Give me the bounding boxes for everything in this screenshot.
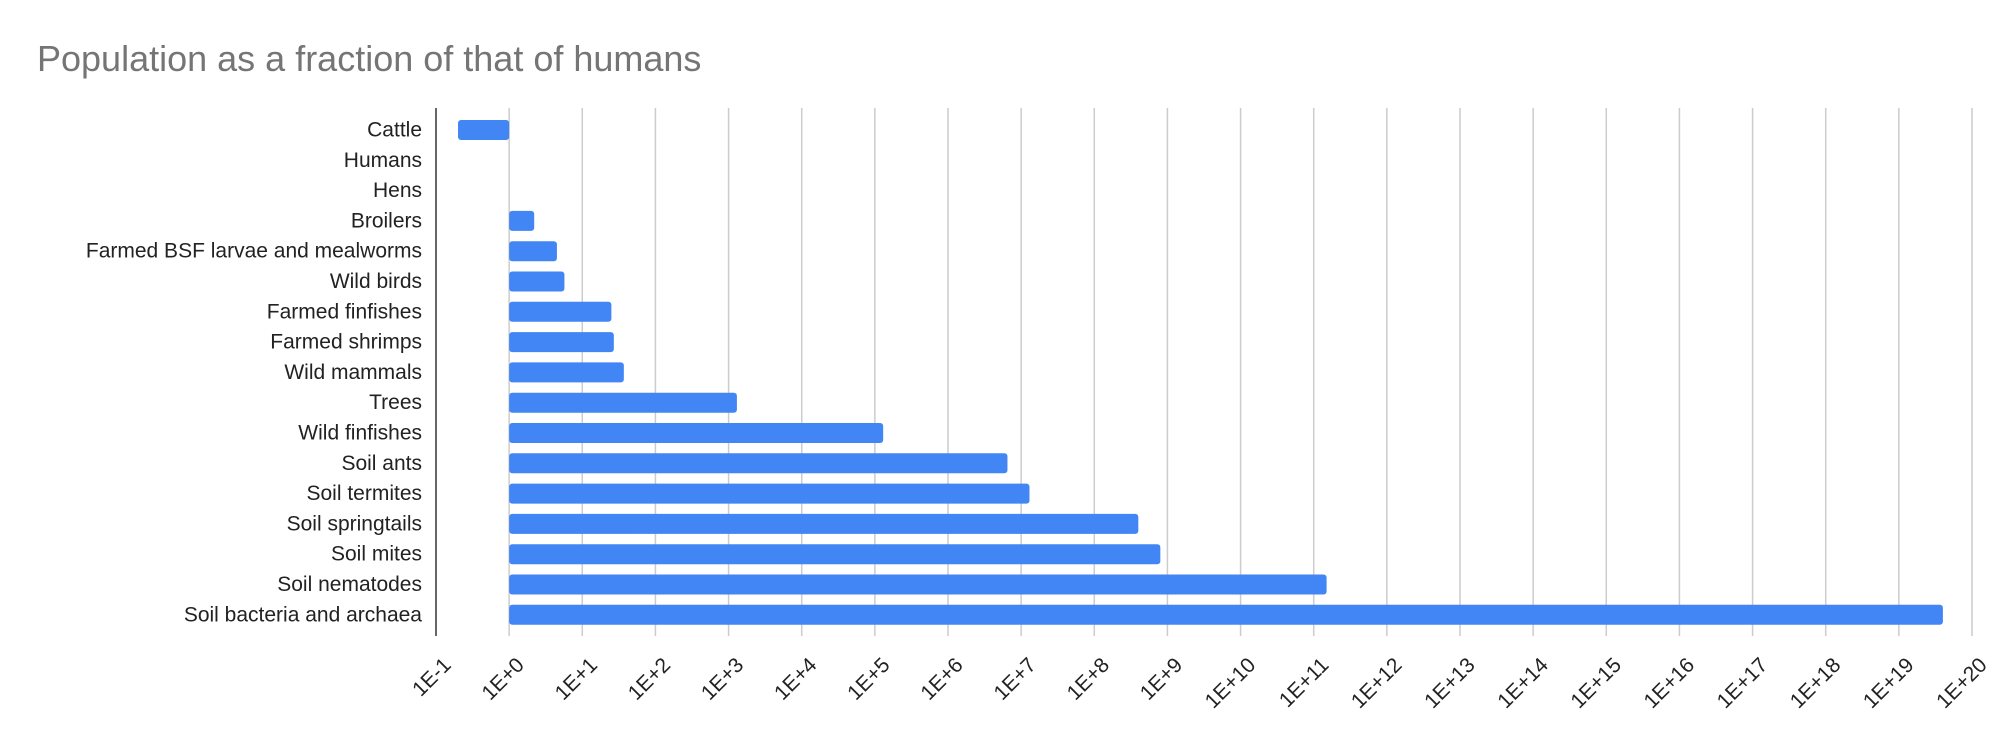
x-tick-label: 1E+13 [1420, 653, 1480, 713]
category-label: Humans [344, 149, 422, 172]
bar [509, 604, 1943, 625]
x-tick-label: 1E+9 [1136, 653, 1187, 704]
x-tick-label: 1E+14 [1493, 653, 1553, 713]
category-label: Soil springtails [287, 512, 422, 535]
chart-title: Population as a fraction of that of huma… [37, 38, 702, 79]
x-tick-label: 1E+5 [843, 653, 894, 704]
x-tick-label: 1E+2 [624, 653, 675, 704]
bar [509, 513, 1139, 534]
x-tick-label: 1E+7 [990, 653, 1041, 704]
x-tick-label: 1E+8 [1063, 653, 1114, 704]
bars [458, 120, 1943, 625]
category-label: Soil ants [341, 452, 422, 475]
category-label: Soil termites [306, 482, 422, 505]
category-label: Soil mites [331, 543, 422, 566]
bar [509, 423, 884, 443]
bar [509, 544, 1161, 565]
x-tick-label: 1E+10 [1201, 653, 1261, 713]
x-tick-label: 1E+20 [1932, 653, 1992, 713]
x-tick-label: 1E-1 [408, 653, 456, 701]
category-label: Trees [369, 391, 422, 414]
bar [509, 483, 1030, 504]
bar [509, 301, 612, 322]
category-label: Broilers [351, 209, 422, 232]
x-tick-label: 1E+4 [770, 653, 822, 705]
category-label: Cattle [367, 119, 422, 142]
bar [509, 362, 624, 383]
bar [509, 453, 1008, 474]
category-label: Soil bacteria and archaea [184, 603, 422, 626]
x-axis-tick-labels: 1E-1 1E+0 1E+1 1E+2 1E+3 1E+4 1E+5 1E+6 1E+7 1E+8… [408, 653, 1992, 713]
x-tick-label: 1E+12 [1347, 653, 1407, 713]
x-tick-label: 1E+18 [1786, 653, 1846, 713]
x-tick-label: 1E+6 [916, 653, 967, 704]
category-label: Farmed shrimps [270, 331, 422, 354]
bar [509, 392, 737, 413]
x-tick-label: 1E+19 [1859, 653, 1919, 713]
bar [509, 241, 557, 262]
category-label: Farmed BSF larvae and mealworms [86, 240, 422, 263]
x-tick-label: 1E+3 [697, 653, 748, 704]
category-label: Wild finfishes [298, 422, 422, 445]
x-tick-label: 1E+15 [1566, 653, 1626, 713]
bar [458, 120, 510, 140]
category-label: Wild mammals [284, 361, 422, 384]
category-label: Farmed finfishes [267, 300, 422, 323]
x-tick-label: 1E+17 [1713, 653, 1773, 713]
x-tick-label: 1E+0 [478, 653, 529, 704]
bar [509, 271, 565, 292]
bar [509, 574, 1327, 595]
category-label: Hens [373, 179, 422, 202]
bar [509, 210, 535, 231]
category-label: Wild birds [330, 270, 422, 293]
grid-lines [435, 108, 1973, 636]
category-labels: Cattle Humans Hens Broilers Farmed BSF larva… [86, 119, 422, 627]
bar [509, 332, 614, 353]
x-tick-label: 1E+11 [1275, 653, 1334, 712]
category-label: Soil nematodes [277, 573, 422, 596]
x-tick-label: 1E+16 [1640, 653, 1700, 713]
x-tick-label: 1E+1 [551, 653, 602, 704]
